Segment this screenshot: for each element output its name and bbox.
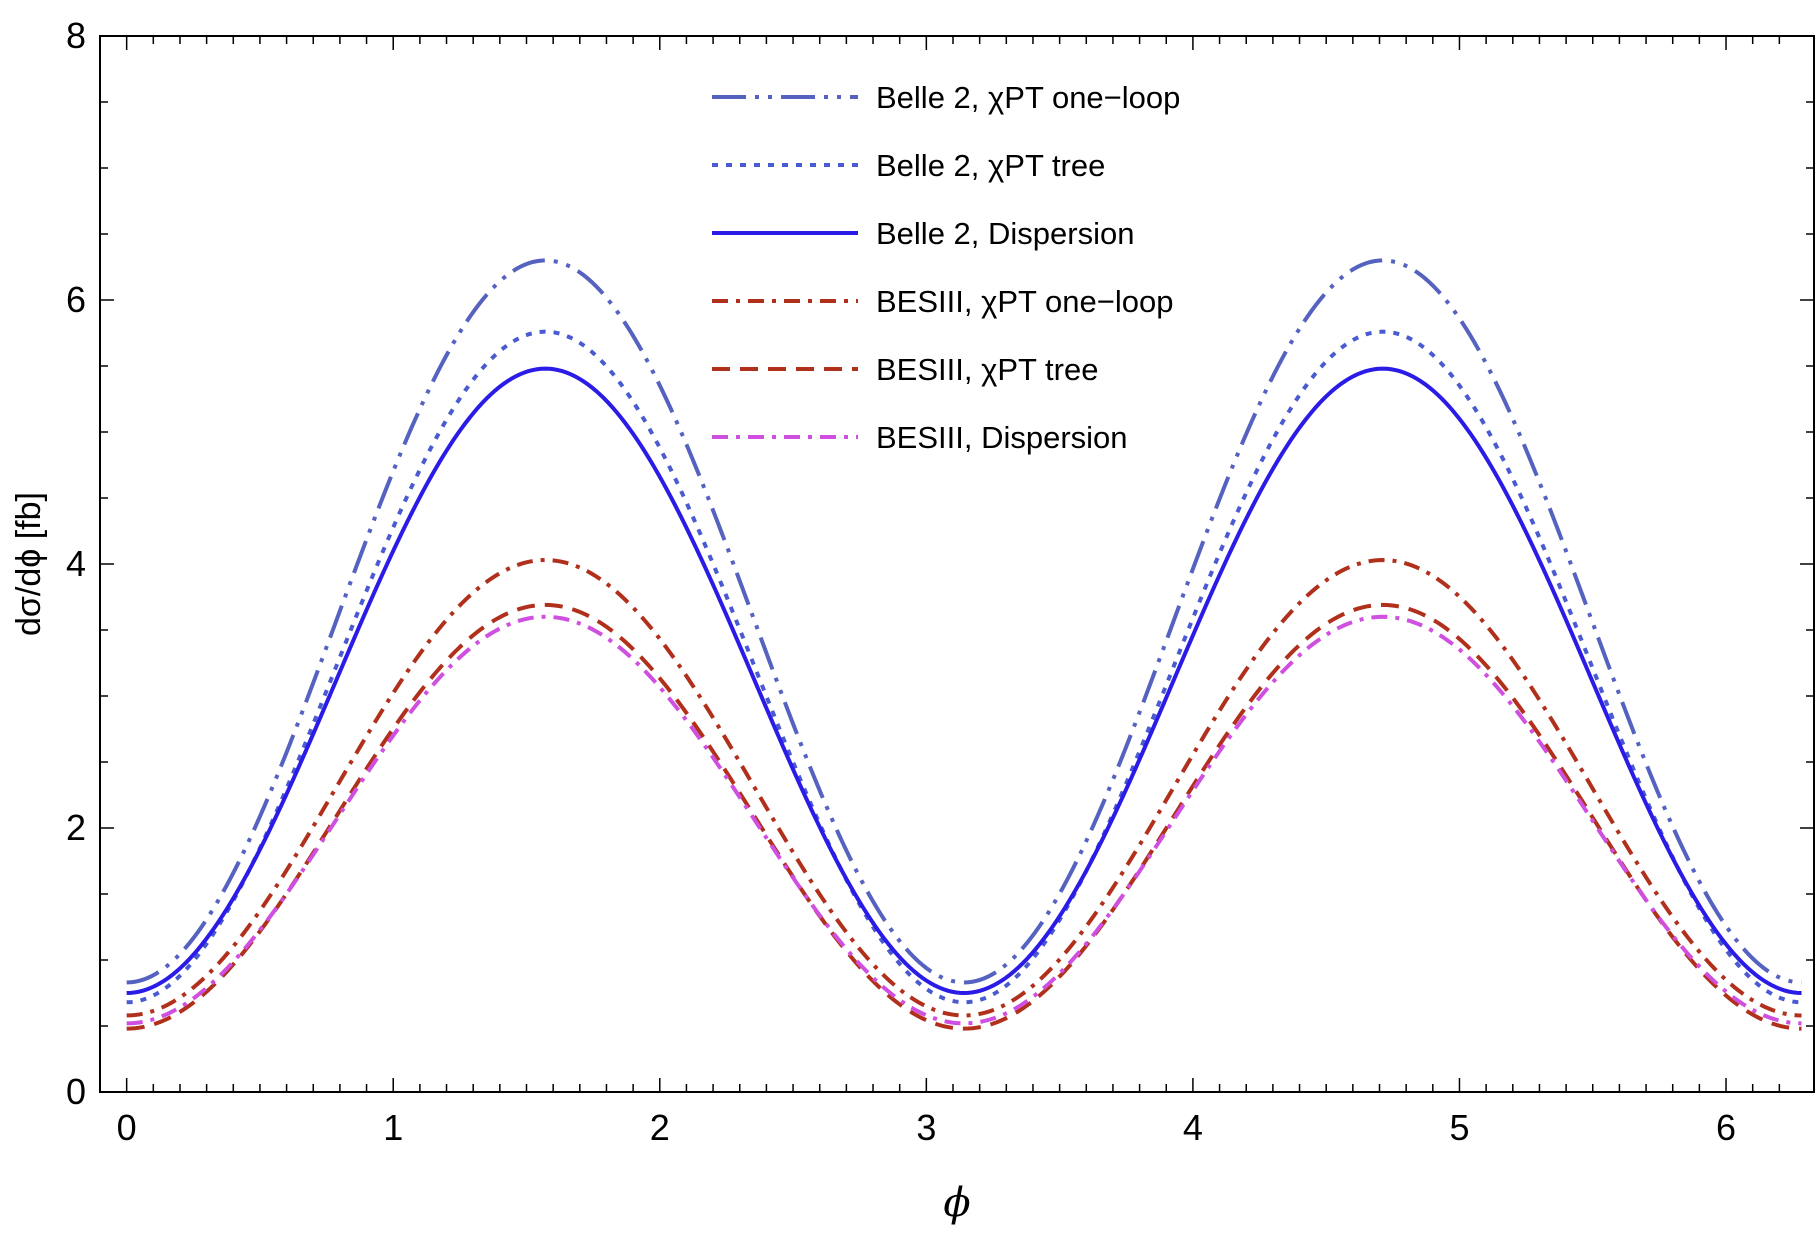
y-tick-label: 0 <box>66 1071 86 1112</box>
series-line-5 <box>126 602 1802 1031</box>
x-tick-label: 6 <box>1716 1107 1736 1148</box>
series-line-1 <box>126 258 1802 985</box>
series-line-2 <box>126 329 1802 1005</box>
y-axis-title: dσ/dϕ [fb] <box>10 492 48 636</box>
x-tick-label: 3 <box>916 1107 936 1148</box>
x-tick-label: 4 <box>1183 1107 1203 1148</box>
series-line-4 <box>126 558 1802 1018</box>
legend: Belle 2, χPT one−loop Belle 2, χPT tree Be… <box>712 80 1180 455</box>
x-tick-label: 1 <box>383 1107 403 1148</box>
curves <box>126 258 1802 1031</box>
series-line-3 <box>126 366 1802 996</box>
x-tick-label: 0 <box>117 1107 137 1148</box>
series-line-6 <box>126 614 1802 1026</box>
y-tick-label: 8 <box>66 15 86 56</box>
x-tick-label: 2 <box>650 1107 670 1148</box>
legend-label-6: BESIII, Dispersion <box>876 420 1128 455</box>
y-tick-label: 6 <box>66 279 86 320</box>
y-tick-label: 2 <box>66 807 86 848</box>
x-axis-title: ϕ <box>943 1180 970 1226</box>
legend-label-1: Belle 2, χPT one−loop <box>876 80 1180 115</box>
legend-label-4: BESIII, χPT one−loop <box>876 284 1173 319</box>
legend-label-2: Belle 2, χPT tree <box>876 148 1105 183</box>
ticks: 0 1 2 3 4 5 6 0 2 4 6 8 <box>66 15 1814 1148</box>
x-tick-label: 5 <box>1449 1107 1469 1148</box>
legend-label-5: BESIII, χPT tree <box>876 352 1098 387</box>
legend-label-3: Belle 2, Dispersion <box>876 216 1134 251</box>
y-tick-label: 4 <box>66 543 86 584</box>
